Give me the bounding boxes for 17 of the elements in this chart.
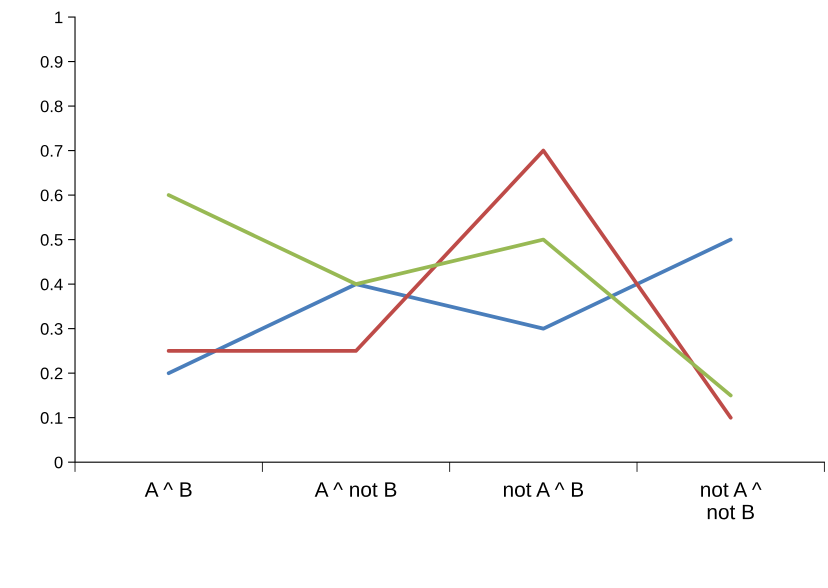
y-tick-label: 0.3: [40, 323, 62, 335]
y-tick-label: 0.6: [40, 190, 62, 202]
x-tick-label: A ^ not B: [314, 482, 396, 497]
x-tick-label: not A ^ B: [504, 482, 584, 497]
line-series: [166, 238, 733, 376]
y-tick-label: 0.4: [40, 278, 63, 290]
y-tick-label: 0.8: [40, 100, 62, 112]
y-tick-label: 1: [55, 12, 62, 24]
y-tick-label: 0.7: [40, 144, 62, 157]
x-tick-label: not A ^ not B: [701, 482, 762, 520]
y-tick-label: 0.1: [40, 412, 62, 424]
y-tick-label: 0: [54, 456, 63, 468]
y-tick-label: 0.9: [40, 56, 62, 68]
y-tick-label: 0.2: [40, 368, 62, 380]
line-series: [166, 193, 733, 398]
x-tick-label: A ^ B: [144, 482, 192, 497]
y-tick-label: 0.5: [40, 234, 63, 246]
